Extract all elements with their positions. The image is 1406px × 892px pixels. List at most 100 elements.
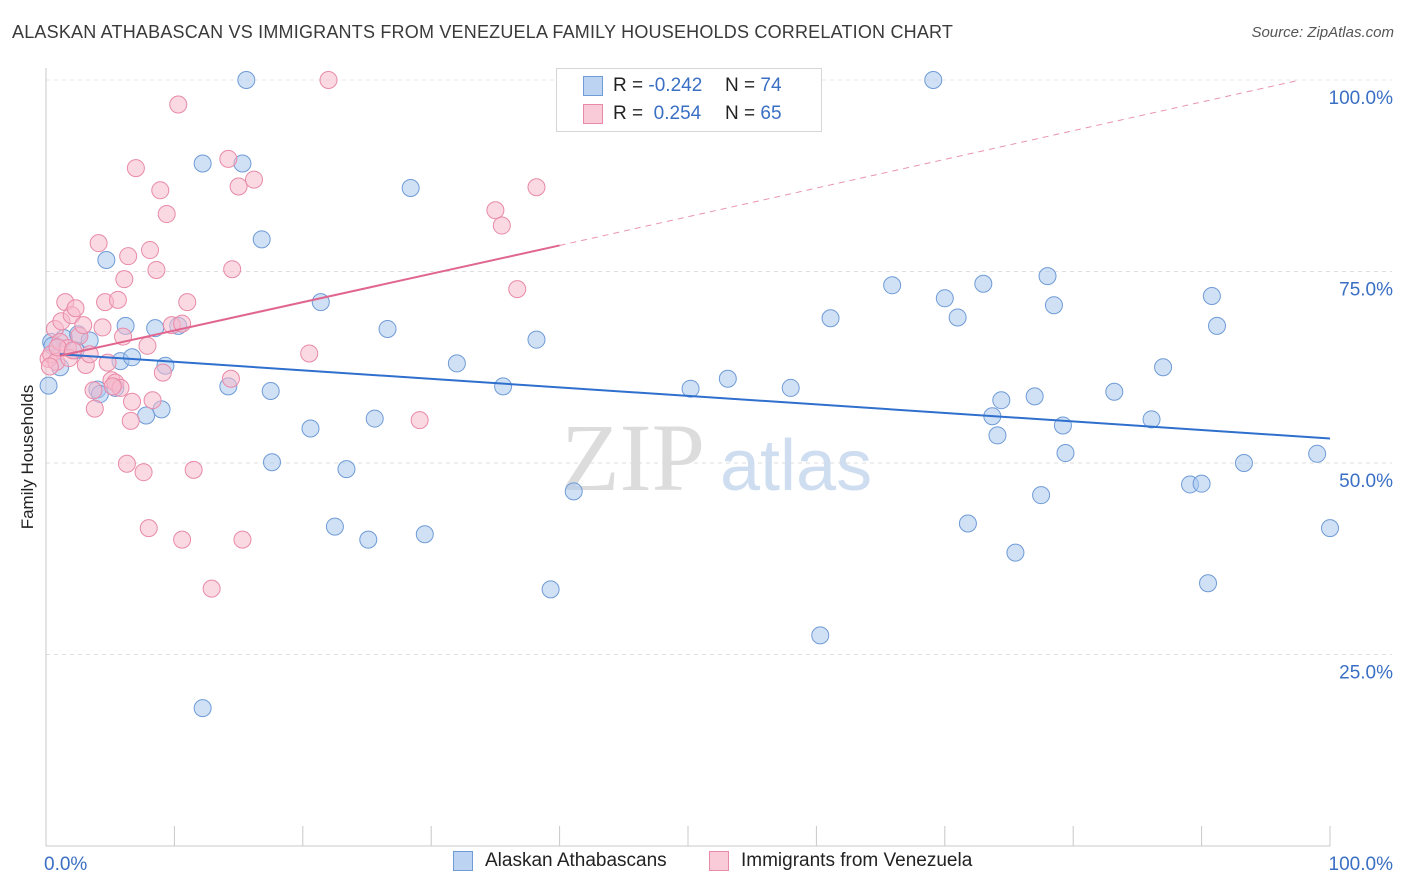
data-point-venezuela <box>108 290 127 309</box>
data-point-athabascan <box>1006 543 1025 562</box>
data-point-venezuela <box>219 149 238 168</box>
data-point-athabascan <box>494 377 513 396</box>
x-tick-label-min: 0.0% <box>44 854 87 875</box>
data-point-venezuela <box>184 460 203 479</box>
watermark: ZIP atlas <box>561 404 872 511</box>
data-point-athabascan <box>365 409 384 428</box>
y-tick-label: 50.0% <box>1339 471 1393 492</box>
data-point-venezuela <box>223 260 242 279</box>
data-point-athabascan <box>935 289 954 308</box>
r-value: 0.254 <box>653 103 702 124</box>
data-points <box>39 71 1339 718</box>
data-point-athabascan <box>1321 519 1339 538</box>
data-point-venezuela <box>121 411 140 430</box>
data-point-athabascan <box>924 71 943 89</box>
data-point-venezuela <box>245 170 264 189</box>
data-point-venezuela <box>143 391 162 410</box>
r-value: -0.242 <box>648 75 703 96</box>
n-label: N = <box>725 103 756 124</box>
data-point-venezuela <box>508 280 527 299</box>
data-point-venezuela <box>119 247 138 266</box>
watermark-zip: ZIP <box>561 404 705 511</box>
data-point-venezuela <box>138 336 157 355</box>
data-point-athabascan <box>564 482 583 501</box>
data-point-venezuela <box>169 95 188 114</box>
data-point-athabascan <box>1208 316 1227 335</box>
series1-swatch <box>583 76 603 96</box>
legend-item-series1[interactable]: Alaskan Athabascans <box>453 850 667 872</box>
data-point-athabascan <box>415 525 434 544</box>
data-point-athabascan <box>1032 486 1051 505</box>
data-point-athabascan <box>974 274 993 293</box>
data-point-venezuela <box>84 381 103 400</box>
data-point-athabascan <box>1025 387 1044 406</box>
data-point-athabascan <box>958 514 977 533</box>
n-value: 65 <box>760 103 782 124</box>
data-point-athabascan <box>681 379 700 398</box>
r-label: R = <box>613 103 644 124</box>
data-point-athabascan <box>718 369 737 388</box>
data-point-athabascan <box>1234 454 1253 472</box>
data-point-athabascan <box>447 354 466 373</box>
data-point-athabascan <box>261 381 280 400</box>
data-point-venezuela <box>178 293 197 312</box>
data-point-athabascan <box>821 309 840 328</box>
r-stat: R = -0.242 <box>613 75 725 97</box>
x-tick-label-max: 100.0% <box>1329 854 1394 875</box>
data-point-venezuela <box>486 201 505 220</box>
trend-line-venezuela-projection <box>559 79 1301 246</box>
data-point-venezuela <box>123 392 142 411</box>
data-point-athabascan <box>1154 358 1173 377</box>
data-point-venezuela <box>139 519 158 538</box>
trend-line-athabascan <box>59 353 1331 440</box>
data-point-athabascan <box>883 276 902 295</box>
r-label: R = <box>613 75 644 96</box>
data-point-athabascan <box>97 251 116 270</box>
data-point-athabascan <box>988 426 1007 445</box>
data-point-venezuela <box>115 270 134 289</box>
data-point-venezuela <box>126 159 145 178</box>
legend-label-series1: Alaskan Athabascans <box>485 850 667 871</box>
data-point-athabascan <box>401 179 420 198</box>
data-point-venezuela <box>173 530 192 549</box>
data-point-venezuela <box>147 260 166 279</box>
r-stat: R = 0.254 <box>613 103 725 125</box>
data-point-athabascan <box>262 453 281 472</box>
data-point-venezuela <box>229 177 248 196</box>
data-point-venezuela <box>85 399 104 418</box>
legend-swatch-series1 <box>453 851 473 871</box>
data-point-venezuela <box>66 299 85 318</box>
data-point-athabascan <box>1199 574 1218 593</box>
data-point-athabascan <box>193 699 212 718</box>
data-point-venezuela <box>492 216 511 235</box>
axes <box>45 68 1331 847</box>
data-point-venezuela <box>74 316 93 335</box>
data-point-venezuela <box>157 205 176 224</box>
data-point-athabascan <box>137 406 156 425</box>
data-point-venezuela <box>410 411 429 430</box>
n-stat: N = 74 <box>725 75 782 97</box>
data-point-venezuela <box>221 369 240 388</box>
data-point-athabascan <box>1308 444 1327 463</box>
legend-item-series2[interactable]: Immigrants from Venezuela <box>709 850 972 872</box>
data-point-athabascan <box>301 419 320 438</box>
data-point-athabascan <box>123 348 142 367</box>
source-label: Source: ZipAtlas.com <box>1251 24 1394 41</box>
data-point-athabascan <box>325 517 344 536</box>
stats-box: R = -0.242 N = 74 R = 0.254 N = 65 <box>556 68 822 132</box>
data-point-venezuela <box>233 530 252 549</box>
data-point-athabascan <box>1038 267 1057 286</box>
n-label: N = <box>725 75 756 96</box>
data-point-athabascan <box>1142 410 1161 429</box>
data-point-athabascan <box>1192 474 1211 493</box>
data-point-venezuela <box>151 181 170 200</box>
data-point-athabascan <box>1044 296 1063 315</box>
data-point-venezuela <box>134 463 153 482</box>
data-point-athabascan <box>1105 382 1124 401</box>
y-tick-label: 25.0% <box>1339 663 1393 684</box>
data-point-athabascan <box>337 460 356 479</box>
n-stat: N = 65 <box>725 103 782 125</box>
data-point-athabascan <box>39 376 58 395</box>
n-value: 74 <box>760 75 782 96</box>
